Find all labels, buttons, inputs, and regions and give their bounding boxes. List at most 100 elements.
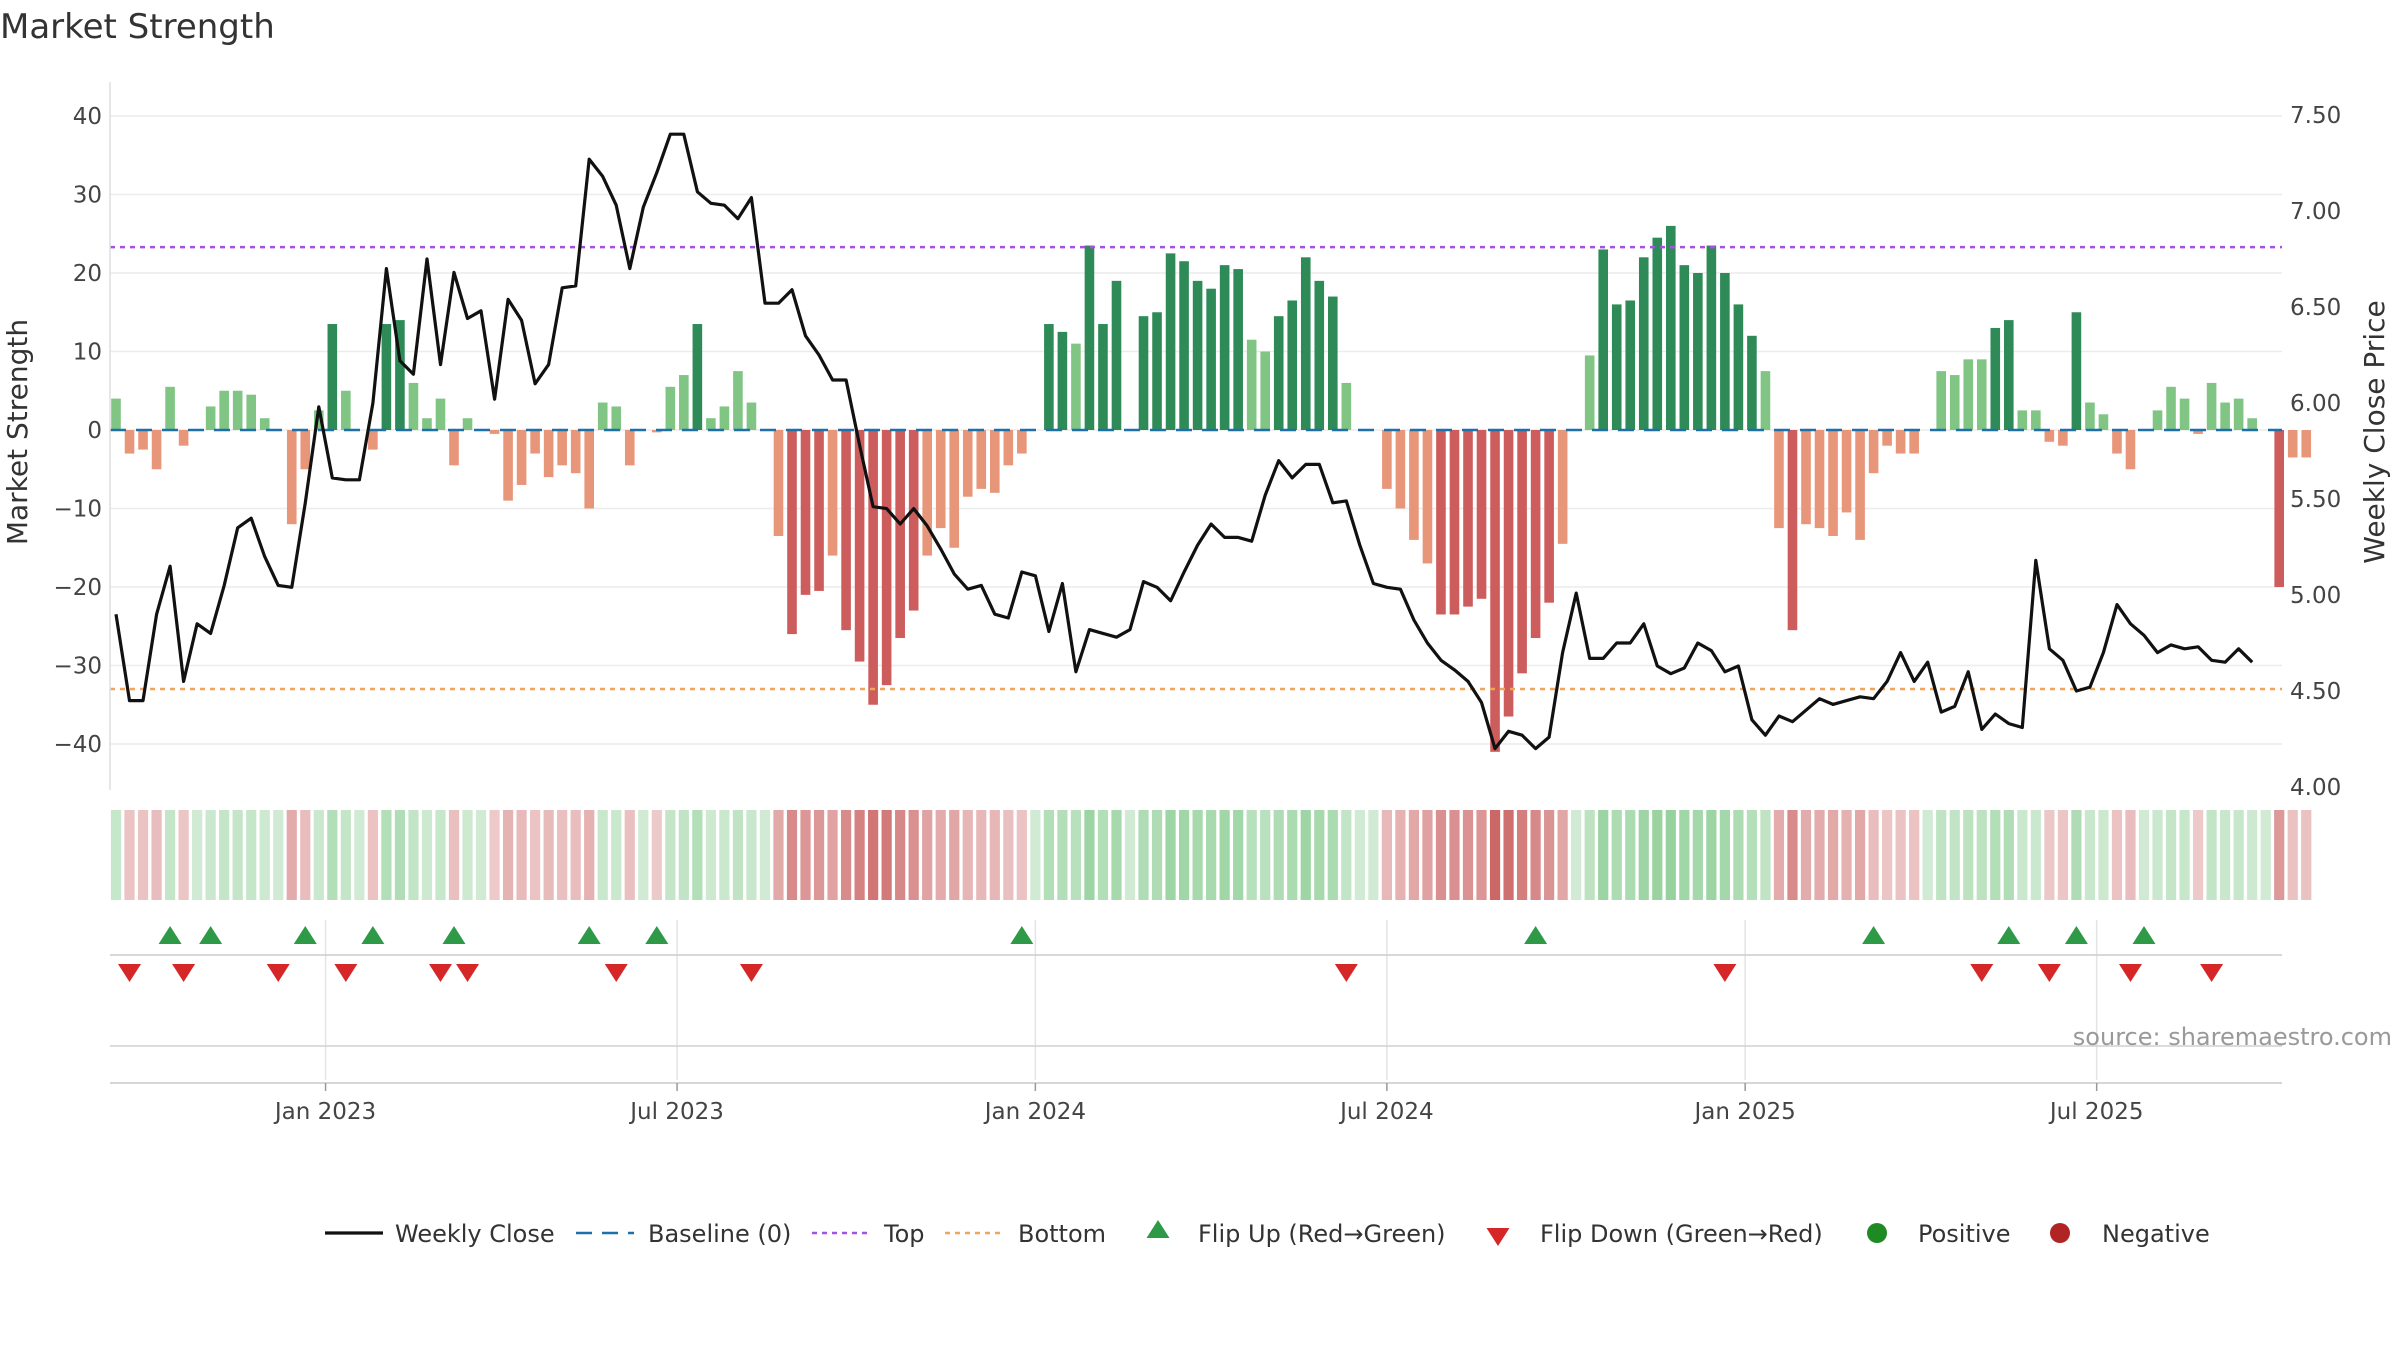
flip-down-marker xyxy=(456,964,480,982)
strength-bar xyxy=(1936,371,1946,430)
y2-tick-label: 4.00 xyxy=(2290,775,2341,801)
strength-bar xyxy=(205,406,216,430)
reference-lines xyxy=(110,245,2282,691)
heat-cell xyxy=(1638,810,1649,900)
regime-heat-strip xyxy=(110,810,2312,900)
heat-cell xyxy=(624,810,635,900)
strength-bar xyxy=(935,430,946,529)
strength-bar xyxy=(2098,414,2109,430)
heat-cell xyxy=(1773,810,1785,900)
heat-cell xyxy=(246,810,257,900)
heat-cell xyxy=(895,810,906,900)
strength-bar xyxy=(2058,430,2068,446)
heat-cell xyxy=(2274,810,2285,900)
flip-down-marker xyxy=(1334,964,1358,982)
strength-bar xyxy=(1530,430,1541,639)
heat-cell xyxy=(881,810,892,900)
strength-bar xyxy=(286,430,297,525)
y-tick-label: −10 xyxy=(53,497,102,523)
heat-cell xyxy=(800,810,811,900)
heat-cell xyxy=(2057,810,2068,900)
strength-bar xyxy=(1774,430,1784,529)
legend-label: Top xyxy=(883,1220,925,1248)
strength-bar xyxy=(1990,327,2001,430)
strength-bar xyxy=(976,430,987,489)
heat-cell xyxy=(705,810,716,900)
flip-down-marker xyxy=(172,964,196,982)
strength-bar xyxy=(854,430,865,662)
heat-cell xyxy=(638,810,649,900)
y-tick-label: −40 xyxy=(53,732,102,758)
strength-bar xyxy=(1098,324,1108,430)
strength-bar xyxy=(2017,410,2028,430)
strength-bar xyxy=(1611,304,1622,430)
y-tick-label: −20 xyxy=(53,575,102,601)
strength-bar xyxy=(2004,320,2014,430)
strength-bar xyxy=(1544,430,1554,603)
legend-label: Negative xyxy=(2102,1220,2210,1248)
heat-cell xyxy=(1219,810,1230,900)
heat-cell xyxy=(340,810,351,900)
heat-cell xyxy=(2030,810,2041,900)
flip-down-marker xyxy=(2118,964,2142,982)
x-tick-label: Jul 2024 xyxy=(1338,1099,1434,1125)
strength-bar xyxy=(2274,430,2284,587)
strength-bar xyxy=(962,430,973,497)
weekly-close-line xyxy=(114,132,2254,751)
heat-cell xyxy=(1043,810,1054,900)
heat-cell xyxy=(2287,810,2298,900)
strength-bar xyxy=(895,430,905,639)
heat-cell xyxy=(137,810,149,900)
heat-cell xyxy=(462,810,473,900)
heat-cell xyxy=(232,810,243,900)
flip-down-marker xyxy=(1970,964,1994,982)
strength-bar xyxy=(1720,273,1730,430)
strength-bar xyxy=(124,430,135,454)
y2-axis-label: Weekly Close Price xyxy=(2358,300,2391,563)
strength-bar xyxy=(381,324,392,430)
strength-bar xyxy=(489,430,500,434)
heat-cell xyxy=(1084,810,1095,900)
heat-cell xyxy=(1652,810,1663,900)
heat-cell xyxy=(1070,810,1082,900)
heat-cell xyxy=(1246,810,1257,900)
y2-tick-label: 5.00 xyxy=(2290,583,2341,609)
heat-cell xyxy=(1800,810,1812,900)
strength-bar xyxy=(841,430,851,631)
strength-bar xyxy=(408,382,419,430)
strength-bar xyxy=(1949,375,1960,430)
strength-bar xyxy=(1409,430,1419,540)
legend-label: Bottom xyxy=(1018,1220,1106,1248)
source-credit: source: sharemaestro.com xyxy=(2073,1023,2392,1051)
heat-cell xyxy=(408,810,419,900)
y-tick-label: −30 xyxy=(53,654,102,680)
heat-cell xyxy=(1462,810,1474,900)
strength-bar xyxy=(2247,418,2257,430)
heat-cell xyxy=(1165,810,1176,900)
strength-bar xyxy=(1300,257,1311,430)
lower-axis: Jan 2023 Jul 2023 Jan 2024 Jul 2024 Jan 2025… xyxy=(110,1045,2282,1125)
strength-bar xyxy=(2287,430,2298,458)
y2-tick-label: 4.50 xyxy=(2290,679,2341,705)
strength-bar xyxy=(1733,304,1744,430)
heat-cell xyxy=(435,810,446,900)
heat-cell xyxy=(2233,810,2244,900)
strength-bar xyxy=(1706,245,1717,430)
strength-bar xyxy=(368,430,378,450)
heat-cell xyxy=(1395,810,1406,900)
strength-bar xyxy=(327,324,338,430)
heat-cell xyxy=(475,810,487,900)
heat-cell xyxy=(1273,810,1284,900)
y-tick-label: 10 xyxy=(73,340,102,366)
heat-cell xyxy=(1287,810,1298,900)
heat-cell xyxy=(1936,810,1947,900)
y2-tick-label: 7.50 xyxy=(2290,103,2341,129)
heat-cell xyxy=(394,810,406,900)
y2-tick-label: 7.00 xyxy=(2290,199,2341,225)
heat-cell xyxy=(1435,810,1447,900)
heat-cell xyxy=(2220,810,2231,900)
heat-cell xyxy=(678,810,689,900)
flip-up-marker xyxy=(1862,926,1886,944)
strength-bar xyxy=(1449,430,1460,615)
heat-cell xyxy=(1138,810,1149,900)
